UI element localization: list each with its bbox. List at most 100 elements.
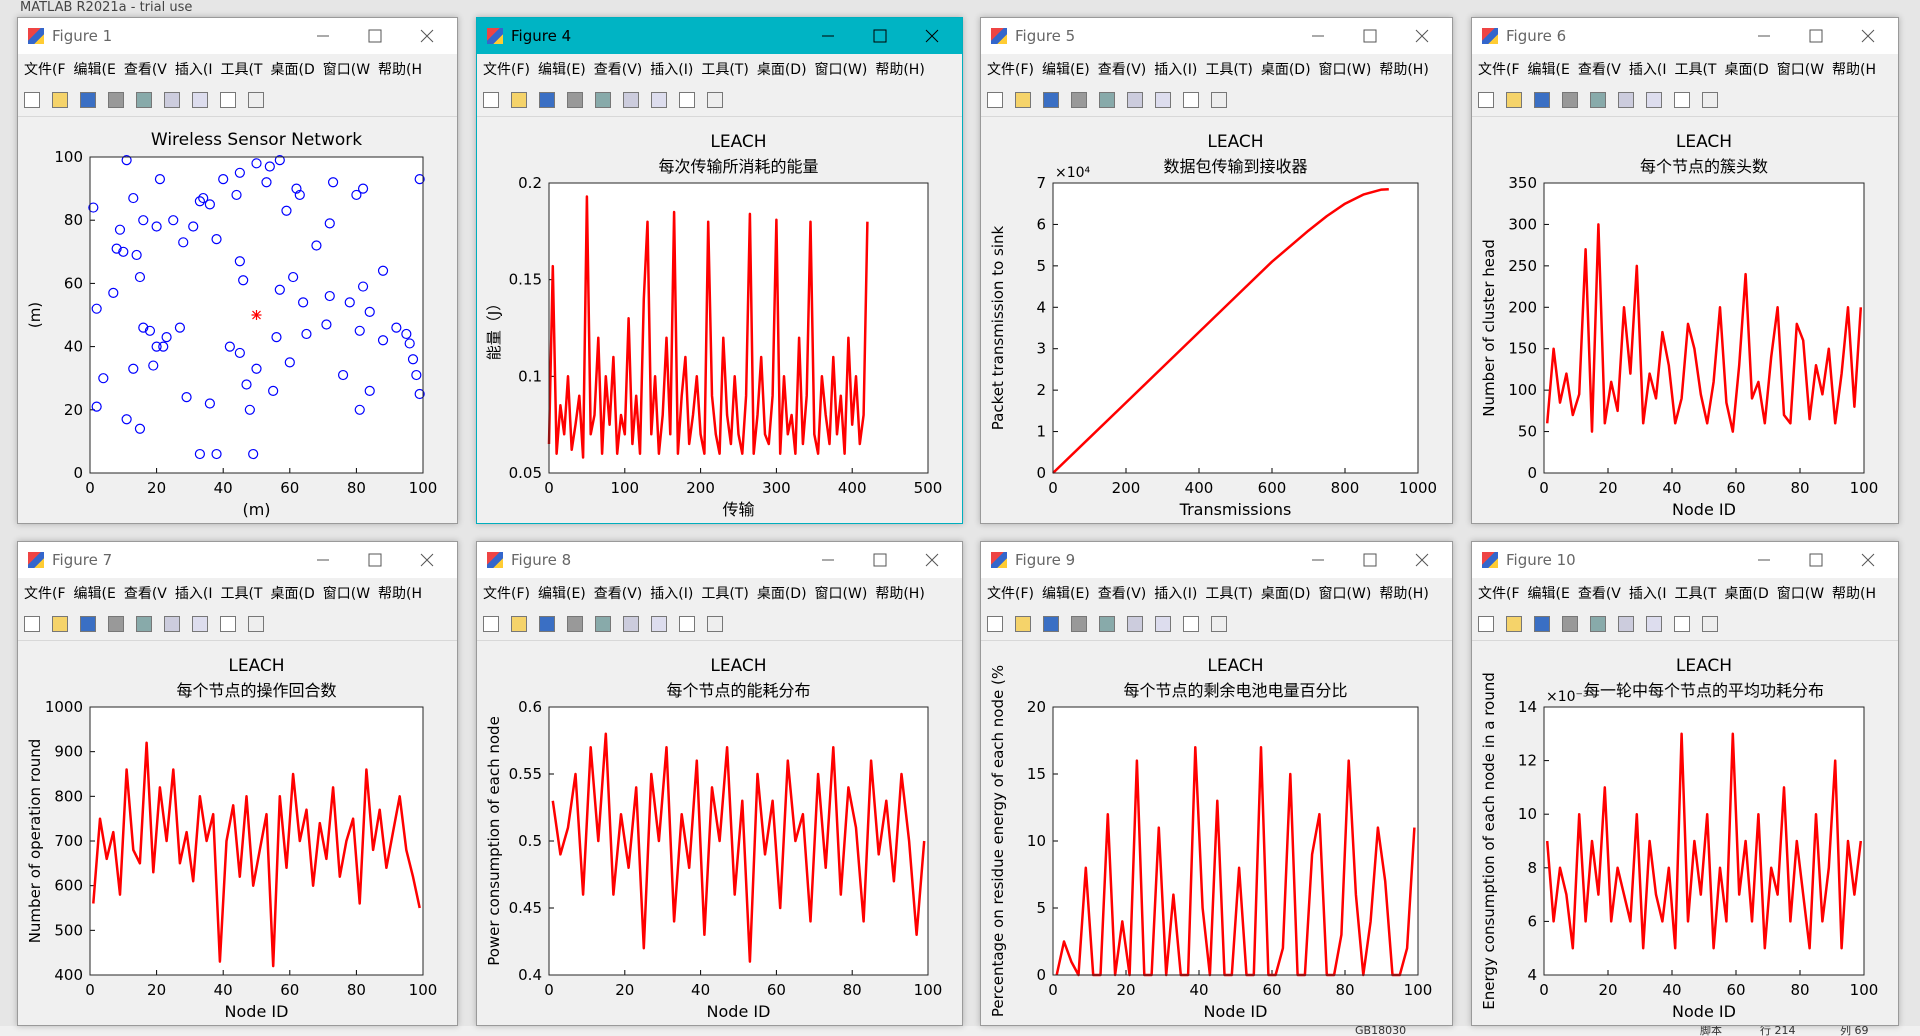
tool-button[interactable] — [1590, 616, 1606, 632]
close-button[interactable] — [420, 29, 434, 43]
menu-item[interactable]: 桌面(D) — [756, 62, 807, 78]
menu-item[interactable]: 窗口(W — [322, 586, 371, 602]
tool-button[interactable] — [1127, 616, 1143, 632]
tool-button[interactable] — [651, 616, 667, 632]
tool-button[interactable] — [1618, 92, 1634, 108]
menu-item[interactable]: 窗口(W) — [1318, 586, 1372, 602]
tool-button[interactable] — [707, 92, 723, 108]
tool-button[interactable] — [1155, 92, 1171, 108]
tool-button[interactable] — [1674, 92, 1690, 108]
tool-button[interactable] — [1618, 616, 1634, 632]
menu-item[interactable]: 窗口(W) — [814, 586, 868, 602]
menu-item[interactable]: 帮助(H) — [1379, 586, 1429, 602]
tool-button[interactable] — [164, 92, 180, 108]
tool-button[interactable] — [164, 616, 180, 632]
menu-item[interactable]: 文件(F — [24, 586, 66, 602]
menu-item[interactable]: 文件(F — [24, 62, 66, 78]
tool-button[interactable] — [1590, 92, 1606, 108]
maximize-button[interactable] — [873, 29, 887, 43]
tool-button[interactable] — [1674, 616, 1690, 632]
tool-button[interactable] — [1183, 616, 1199, 632]
tool-button[interactable] — [1043, 616, 1059, 632]
menu-item[interactable]: 编辑(E) — [537, 586, 586, 602]
tool-button[interactable] — [1702, 616, 1718, 632]
tool-button[interactable] — [1015, 616, 1031, 632]
tool-button[interactable] — [1506, 616, 1522, 632]
tool-button[interactable] — [136, 616, 152, 632]
maximize-button[interactable] — [1363, 553, 1377, 567]
menu-item[interactable]: 文件(F — [1478, 62, 1520, 78]
menu-item[interactable]: 帮助(H) — [875, 586, 925, 602]
menu-item[interactable]: 工具(T) — [701, 62, 749, 78]
tool-button[interactable] — [1211, 616, 1227, 632]
menu-item[interactable]: 查看(V — [123, 62, 167, 78]
menu-item[interactable]: 编辑(E — [73, 586, 116, 602]
menu-item[interactable]: 桌面(D — [1724, 62, 1769, 78]
maximize-button[interactable] — [368, 29, 382, 43]
menu-item[interactable]: 桌面(D) — [1260, 62, 1311, 78]
tool-button[interactable] — [108, 92, 124, 108]
menu-item[interactable]: 编辑(E) — [1041, 62, 1090, 78]
tool-button[interactable] — [679, 92, 695, 108]
tool-button[interactable] — [483, 616, 499, 632]
menu-item[interactable]: 编辑(E — [1527, 62, 1570, 78]
tool-button[interactable] — [651, 92, 667, 108]
tool-button[interactable] — [1646, 92, 1662, 108]
menu-item[interactable]: 查看(V) — [593, 586, 643, 602]
menu-item[interactable]: 桌面(D) — [756, 586, 807, 602]
maximize-button[interactable] — [1809, 553, 1823, 567]
menu-item[interactable]: 查看(V) — [593, 62, 643, 78]
tool-button[interactable] — [567, 616, 583, 632]
tool-button[interactable] — [1534, 92, 1550, 108]
maximize-button[interactable] — [368, 553, 382, 567]
menu-item[interactable]: 插入(I) — [1154, 586, 1198, 602]
tool-button[interactable] — [1043, 92, 1059, 108]
maximize-button[interactable] — [873, 553, 887, 567]
tool-button[interactable] — [1702, 92, 1718, 108]
tool-button[interactable] — [24, 616, 40, 632]
menu-item[interactable]: 编辑(E) — [1041, 586, 1090, 602]
tool-button[interactable] — [539, 616, 555, 632]
tool-button[interactable] — [623, 92, 639, 108]
menu-item[interactable]: 文件(F) — [483, 586, 530, 602]
tool-button[interactable] — [483, 92, 499, 108]
menu-item[interactable]: 帮助(H) — [1379, 62, 1429, 78]
menu-item[interactable]: 插入(I — [174, 586, 213, 602]
tool-button[interactable] — [220, 616, 236, 632]
tool-button[interactable] — [24, 92, 40, 108]
tool-button[interactable] — [623, 616, 639, 632]
menu-item[interactable]: 帮助(H — [1832, 586, 1877, 602]
tool-button[interactable] — [1534, 616, 1550, 632]
maximize-button[interactable] — [1363, 29, 1377, 43]
tool-button[interactable] — [220, 92, 236, 108]
tool-button[interactable] — [1071, 616, 1087, 632]
menu-item[interactable]: 工具(T — [1674, 586, 1717, 602]
tool-button[interactable] — [1478, 92, 1494, 108]
menu-item[interactable]: 帮助(H — [378, 62, 423, 78]
menu-item[interactable]: 窗口(W) — [814, 62, 868, 78]
menu-item[interactable]: 工具(T) — [701, 586, 749, 602]
menu-item[interactable]: 工具(T — [1674, 62, 1717, 78]
tool-button[interactable] — [248, 92, 264, 108]
menu-item[interactable]: 查看(V) — [1097, 62, 1147, 78]
tool-button[interactable] — [679, 616, 695, 632]
tool-button[interactable] — [987, 616, 1003, 632]
menu-item[interactable]: 查看(V — [123, 586, 167, 602]
menu-item[interactable]: 桌面(D) — [1260, 586, 1311, 602]
menu-item[interactable]: 编辑(E) — [537, 62, 586, 78]
tool-button[interactable] — [539, 92, 555, 108]
tool-button[interactable] — [1211, 92, 1227, 108]
tool-button[interactable] — [987, 92, 1003, 108]
tool-button[interactable] — [1478, 616, 1494, 632]
tool-button[interactable] — [1015, 92, 1031, 108]
close-button[interactable] — [1415, 29, 1429, 43]
menu-item[interactable]: 帮助(H) — [875, 62, 925, 78]
menu-item[interactable]: 帮助(H — [1832, 62, 1877, 78]
menu-item[interactable]: 文件(F) — [483, 62, 530, 78]
close-button[interactable] — [420, 553, 434, 567]
menu-item[interactable]: 桌面(D — [1724, 586, 1769, 602]
tool-button[interactable] — [567, 92, 583, 108]
menu-item[interactable]: 桌面(D — [270, 586, 315, 602]
close-button[interactable] — [925, 553, 939, 567]
menu-item[interactable]: 窗口(W — [1776, 586, 1825, 602]
